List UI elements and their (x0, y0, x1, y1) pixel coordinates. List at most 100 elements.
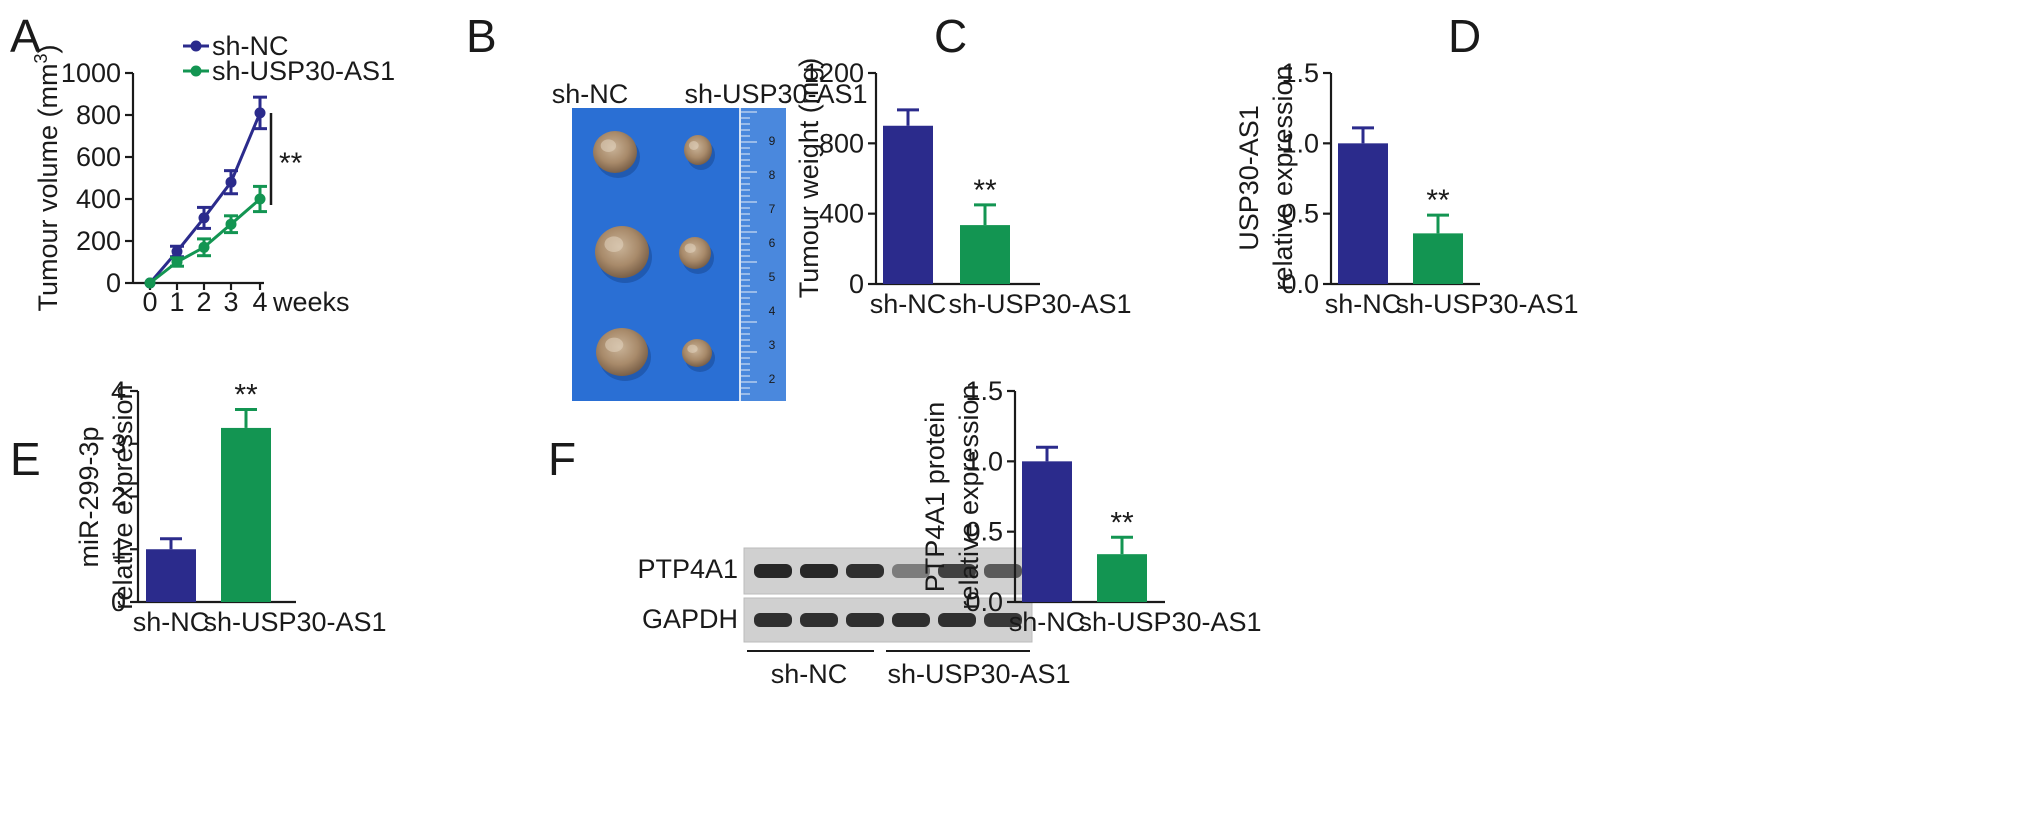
y-axis-title: Tumour weight (mg) (794, 58, 824, 299)
blot-band (892, 613, 930, 627)
y-tick-label: 1.5 (965, 376, 1003, 406)
blot-group-label-sh-usp30-as1: sh-USP30-AS1 (887, 659, 1070, 689)
data-point (254, 107, 266, 119)
y-tick-label: 800 (76, 100, 121, 130)
tumour (593, 131, 637, 173)
blot-band (892, 564, 930, 578)
photo-label-sh-usp30-as1: sh-USP30-AS1 (684, 79, 867, 109)
data-point (171, 246, 183, 257)
panel-label-b: B (466, 10, 497, 62)
y-tick-label: 1200 (804, 58, 864, 88)
tumour-highlight (688, 141, 699, 150)
ruler-number: 2 (769, 372, 776, 386)
tumour (679, 237, 711, 269)
ruler (740, 108, 786, 401)
bar (146, 549, 196, 602)
y-tick-label: 1.5 (1281, 58, 1319, 88)
y-tick-label: 0 (106, 268, 121, 298)
x-category-label: sh-USP30-AS1 (1078, 607, 1261, 637)
data-point (198, 241, 210, 253)
panel-label-a: A (10, 10, 41, 62)
y-axis-title: relative expression (954, 384, 984, 609)
x-axis-title: weeks (272, 287, 350, 317)
x-category-label: sh-USP30-AS1 (203, 607, 386, 637)
x-tick-label: 2 (196, 287, 211, 317)
significance-label: ** (234, 378, 258, 411)
y-tick-label: 4 (111, 376, 126, 406)
data-point (254, 193, 266, 205)
tumour (595, 226, 649, 278)
blot-band (754, 613, 792, 627)
photo-label-sh-nc: sh-NC (552, 79, 629, 109)
y-tick-label: 0.0 (965, 587, 1003, 617)
panel-label-c: C (934, 10, 967, 62)
y-tick-label: 600 (76, 142, 121, 172)
blot-band (938, 564, 976, 578)
ruler-number: 7 (769, 202, 776, 216)
ruler-number: 6 (769, 236, 776, 250)
tumour-photo: sh-NC sh-USP30-AS1 9 8 7 6 5 4 3 2 (552, 79, 868, 401)
series-line (148, 112, 262, 284)
bar (1413, 233, 1463, 284)
y-tick-label: 0.5 (1281, 199, 1319, 229)
bar (1097, 554, 1147, 602)
legend-marker (190, 40, 202, 52)
y-tick-label: 1.0 (965, 446, 1003, 476)
ptp4a1-protein-bar-chart: 0.0 0.5 1.0 1.5 PTP4A1 protein relative expre… (920, 376, 1262, 637)
blot-band (846, 564, 884, 578)
y-axis-title: relative expression (108, 384, 138, 609)
x-category-label: sh-USP30-AS1 (948, 289, 1131, 319)
blot-band (800, 564, 838, 578)
y-tick-label: 1.0 (1281, 128, 1319, 158)
significance-label: ** (279, 147, 303, 180)
significance-label: ** (973, 174, 997, 207)
x-tick-label: 4 (252, 287, 267, 317)
tumour-highlight (684, 243, 696, 253)
ruler-number: 9 (769, 134, 776, 148)
western-blot: PTP4A1 GAPDH sh-NC sh-USP30-AS1 (637, 547, 1071, 689)
tumour-highlight (687, 344, 698, 353)
legend-marker (190, 65, 202, 77)
y-tick-label: 200 (76, 226, 121, 256)
y-tick-label: 400 (76, 184, 121, 214)
y-tick-label: 2 (111, 482, 126, 512)
blot-band (800, 613, 838, 627)
y-axis-title: USP30-AS1 (1234, 105, 1264, 251)
x-tick-label: 0 (142, 287, 157, 317)
blot-row-label-ptp4a1: PTP4A1 (637, 554, 738, 584)
blot-band (846, 613, 884, 627)
blot-band (754, 564, 792, 578)
tumour (682, 339, 712, 367)
blot-band (938, 613, 976, 627)
legend-label: sh-NC (212, 31, 289, 61)
blot-group-label-sh-nc: sh-NC (771, 659, 848, 689)
tumour-highlight (600, 139, 617, 152)
blot-band (984, 564, 1022, 578)
x-category-label: sh-NC (133, 607, 210, 637)
tumour-highlight (605, 337, 624, 352)
y-tick-label: 1000 (61, 58, 121, 88)
x-category-label: sh-NC (1325, 289, 1402, 319)
y-axis-title: relative expression (1268, 65, 1298, 290)
data-point (225, 176, 237, 188)
bar (960, 225, 1010, 284)
panel-label-f: F (548, 433, 576, 485)
blot-band (984, 613, 1022, 627)
significance-label: ** (1110, 506, 1134, 539)
y-tick-label: 3 (111, 429, 126, 459)
usp30-as1-expression-bar-chart: 0.0 0.5 1.0 1.5 USP30-AS1 relative expression… (1234, 58, 1579, 319)
y-tick-label: 0.0 (1281, 269, 1319, 299)
bar (1338, 143, 1388, 284)
bar (1022, 461, 1072, 602)
y-axis-title: PTP4A1 protein (920, 402, 950, 593)
ruler-number: 5 (769, 270, 776, 284)
tumour (684, 135, 712, 165)
y-tick-label: 0 (849, 269, 864, 299)
y-axis-title: Tumour volume (mm3) (31, 44, 63, 311)
bar (883, 125, 933, 284)
y-tick-label: 400 (819, 199, 864, 229)
